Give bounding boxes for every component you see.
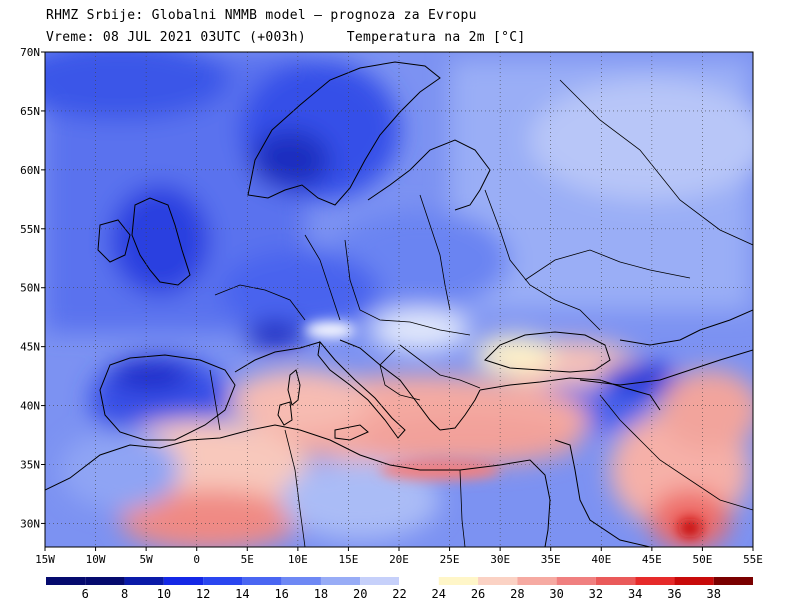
longitude-tick-label: 35E (541, 553, 561, 566)
colorbar-swatch (85, 577, 125, 585)
colorbar-label: 14 (235, 587, 249, 600)
latitude-tick-label: 40N (20, 400, 40, 413)
latitude-tick-label: 50N (20, 282, 40, 295)
forecast-time: Vreme: 08 JUL 2021 03UTC (+003h) (46, 30, 307, 45)
colorbar-label: 10 (157, 587, 171, 600)
colorbar-swatch (635, 577, 675, 585)
latitude-tick-label: 30N (20, 517, 40, 530)
colorbar-label: 38 (706, 587, 720, 600)
colorbar-swatch (124, 577, 164, 585)
colorbar-label: 24 (432, 587, 446, 600)
graticule (45, 52, 753, 547)
longitude-tick-label: 50E (692, 553, 712, 566)
longitude-tick-label: 5W (140, 553, 154, 566)
colorbar-label: 32 (589, 587, 603, 600)
colorbar-swatch (281, 577, 321, 585)
colorbar-label: 36 (667, 587, 681, 600)
colorbar-swatch (320, 577, 361, 585)
coastlines (45, 61, 753, 547)
colorbar: 6 8 10 12 14 16 18 20 22 24 26 28 30 32 34 36 38 (46, 576, 753, 600)
latitude-tick-label: 35N (20, 459, 40, 472)
latitude-tick-label: 60N (20, 164, 40, 177)
colorbar-swatch (399, 576, 440, 586)
colorbar-swatch (163, 577, 204, 585)
longitude-tick-label: 5E (241, 553, 254, 566)
colorbar-label: 22 (392, 587, 406, 600)
latitude-tick-label: 70N (20, 46, 40, 59)
longitude-tick-label: 30E (490, 553, 510, 566)
longitude-tick-label: 40E (591, 553, 611, 566)
longitude-tick-label: 25E (440, 553, 460, 566)
latitude-tick-label: 55N (20, 223, 40, 236)
colorbar-swatch (203, 577, 243, 585)
colorbar-label: 8 (121, 587, 128, 600)
longitude-tick-label: 55E (743, 553, 763, 566)
longitude-tick-label: 10W (86, 553, 106, 566)
colorbar-swatch (46, 577, 86, 585)
longitude-tick-label: 10E (288, 553, 308, 566)
colorbar-swatch (674, 577, 714, 585)
latitude-tick-label: 65N (20, 105, 40, 118)
colorbar-swatch (360, 577, 400, 585)
latitude-axis: 30N 35N 40N 45N 50N 55N 60N 65N 70N (20, 46, 45, 530)
longitude-tick-label: 15W (35, 553, 55, 566)
longitude-tick-label: 0 (193, 553, 200, 566)
colorbar-label: 20 (353, 587, 367, 600)
colorbar-swatch (517, 577, 557, 585)
temperature-field (45, 52, 753, 547)
colorbar-label: 28 (510, 587, 524, 600)
colorbar-label: 30 (549, 587, 563, 600)
colorbar-swatch (713, 577, 753, 585)
colorbar-swatch (478, 577, 518, 585)
country-borders (209, 79, 753, 547)
colorbar-swatch (242, 577, 282, 585)
colorbar-label: 18 (314, 587, 328, 600)
colorbar-label: 12 (196, 587, 210, 600)
longitude-tick-label: 15E (338, 553, 358, 566)
colorbar-label: 6 (82, 587, 89, 600)
colorbar-label: 34 (628, 587, 642, 600)
colorbar-label: 16 (274, 587, 288, 600)
longitude-tick-label: 20E (389, 553, 409, 566)
colorbar-swatch (556, 577, 596, 585)
field-name: Temperatura na 2m [°C] (346, 30, 526, 45)
colorbar-swatch (595, 577, 636, 585)
longitude-tick-label: 45E (642, 553, 662, 566)
colorbar-label: 26 (471, 587, 485, 600)
longitude-axis: 15W 10W 5W 0 5E 10E 15E 20E 25E 30E 35E 40E 45E 50E 55… (35, 547, 763, 566)
latitude-tick-label: 45N (20, 341, 40, 354)
colorbar-swatch (438, 577, 479, 585)
map-title: RHMZ Srbije: Globalni NMMB model — progn… (46, 8, 477, 23)
map-subtitle: Vreme: 08 JUL 2021 03UTC (+003h) Tempera… (46, 30, 526, 45)
